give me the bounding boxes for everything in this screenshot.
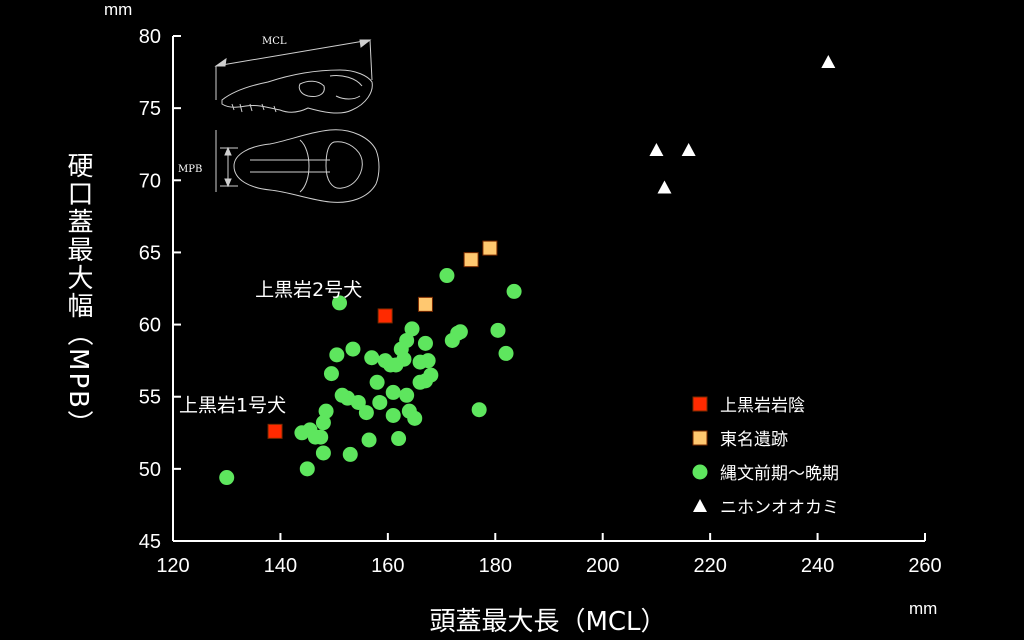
- y-tick-label: 80: [139, 26, 161, 48]
- data-point: [404, 321, 420, 337]
- data-point: [490, 322, 506, 338]
- data-point: [377, 308, 393, 324]
- data-point: [452, 324, 468, 340]
- data-point: [399, 332, 415, 348]
- inset-mcl-label: MCL: [262, 36, 287, 47]
- data-point: [471, 402, 487, 418]
- data-point: [332, 295, 348, 311]
- legend-label: ニホンオオカミ: [720, 498, 839, 518]
- legend-label: 東名遺跡: [720, 430, 788, 450]
- legend-marker: [692, 430, 708, 446]
- data-point: [423, 367, 439, 383]
- y-tick-label: 65: [139, 242, 161, 264]
- data-point: [417, 296, 433, 312]
- y-axis-unit: mm: [104, 0, 132, 19]
- x-tick-label: 240: [801, 555, 834, 577]
- data-point: [657, 180, 672, 194]
- data-points: [219, 54, 836, 486]
- data-point: [329, 347, 345, 363]
- data-point: [420, 353, 436, 369]
- y-tick-label: 60: [139, 315, 161, 337]
- data-point: [350, 394, 366, 410]
- data-point: [315, 445, 331, 461]
- x-tick-label: 140: [264, 555, 297, 577]
- data-point: [407, 410, 423, 426]
- y-axis-label: 硬口蓋最大幅（MPB）: [63, 152, 93, 438]
- data-point: [372, 394, 388, 410]
- inset-mpb-label: MPB: [178, 164, 202, 175]
- x-axis-ticks: 120 140 160 180 200 220 240 260: [156, 533, 942, 577]
- y-tick-label: 50: [139, 459, 161, 481]
- y-tick-label: 55: [139, 387, 161, 409]
- point-annotation: 上黒岩1号犬: [179, 394, 286, 416]
- data-point: [498, 345, 514, 361]
- data-point: [219, 470, 235, 486]
- annotations: 上黒岩1号犬 上黒岩2号犬: [179, 279, 362, 416]
- data-point: [267, 423, 283, 439]
- x-tick-label: 180: [479, 555, 512, 577]
- data-point: [385, 407, 401, 423]
- x-tick-label: 260: [908, 555, 941, 577]
- data-point: [649, 142, 664, 156]
- data-point: [821, 54, 836, 68]
- legend-label: 上黒岩岩陰: [720, 396, 805, 416]
- x-axis-unit: mm: [909, 599, 937, 618]
- data-point: [313, 429, 329, 445]
- data-point: [399, 387, 415, 403]
- dog-skull-diagram-icon: [214, 39, 380, 203]
- legend-marker: [692, 464, 708, 480]
- data-point: [345, 341, 361, 357]
- data-point: [323, 366, 339, 382]
- data-point: [681, 142, 696, 156]
- data-point: [439, 268, 455, 284]
- data-point: [369, 374, 385, 390]
- x-tick-label: 220: [693, 555, 726, 577]
- data-point: [391, 431, 407, 447]
- x-tick-label: 120: [156, 555, 189, 577]
- y-tick-label: 45: [139, 531, 161, 553]
- legend-marker: [693, 499, 707, 512]
- x-axis-label: 頭蓋最大長（MCL）: [429, 607, 666, 637]
- data-point: [361, 432, 377, 448]
- data-point: [463, 252, 479, 268]
- y-axis-ticks: 45 50 55 60 65 70 75 80: [139, 26, 181, 553]
- x-tick-label: 200: [586, 555, 619, 577]
- data-point: [315, 415, 331, 431]
- data-point: [417, 335, 433, 351]
- x-tick-label: 160: [371, 555, 404, 577]
- data-point: [482, 240, 498, 256]
- data-point: [299, 461, 315, 477]
- y-tick-label: 75: [139, 98, 161, 120]
- data-point: [318, 403, 334, 419]
- y-tick-label: 70: [139, 170, 161, 192]
- data-point: [342, 446, 358, 462]
- data-point: [506, 283, 522, 299]
- legend-marker: [692, 396, 708, 412]
- data-point: [396, 351, 412, 367]
- legend-label: 縄文前期～晩期: [720, 464, 839, 484]
- data-point: [364, 350, 380, 366]
- data-point: [358, 405, 374, 421]
- data-point: [385, 384, 401, 400]
- point-annotation: 上黒岩2号犬: [255, 279, 362, 301]
